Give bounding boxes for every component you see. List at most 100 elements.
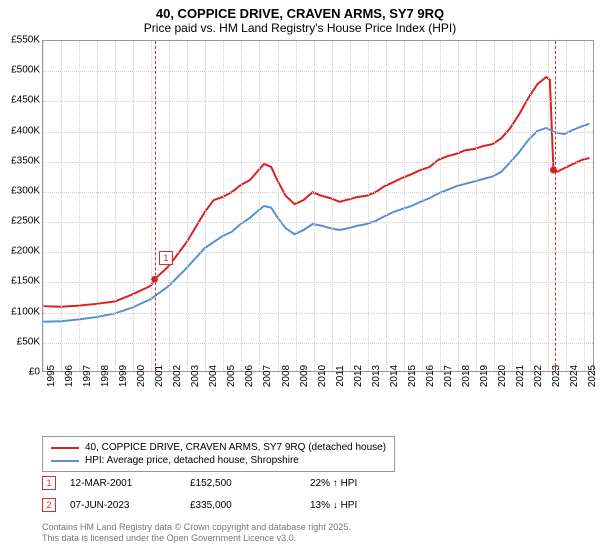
gridline-v bbox=[43, 41, 44, 371]
gridline-v bbox=[169, 41, 170, 371]
x-axis-label: 2002 bbox=[172, 365, 183, 387]
x-axis-label: 2009 bbox=[299, 365, 310, 387]
gridline-v bbox=[350, 41, 351, 371]
legend-swatch-property bbox=[51, 447, 79, 449]
gridline-h bbox=[43, 71, 593, 72]
gridline-v bbox=[458, 41, 459, 371]
legend-swatch-hpi bbox=[51, 460, 79, 462]
line-series-svg bbox=[43, 41, 593, 371]
sale-row-price: £335,000 bbox=[190, 500, 310, 511]
sale-row-hpi: 13% ↓ HPI bbox=[310, 500, 430, 511]
gridline-v bbox=[422, 41, 423, 371]
x-axis-label: 1995 bbox=[46, 365, 57, 387]
gridline-h bbox=[43, 101, 593, 102]
y-axis-label: £550K bbox=[0, 35, 40, 46]
y-axis-label: £50K bbox=[0, 336, 40, 347]
y-axis-label: £400K bbox=[0, 125, 40, 136]
x-axis-label: 2011 bbox=[335, 365, 346, 387]
gridline-v bbox=[440, 41, 441, 371]
y-axis-label: £200K bbox=[0, 246, 40, 257]
x-axis-label: 2019 bbox=[479, 365, 490, 387]
gridline-v bbox=[115, 41, 116, 371]
gridline-v bbox=[404, 41, 405, 371]
x-axis-label: 2018 bbox=[461, 365, 472, 387]
chart-area: 12 £0£50K£100K£150K£200K£250K£300K£350K£… bbox=[0, 40, 600, 398]
x-axis-label: 2003 bbox=[190, 365, 201, 387]
sale-marker-line bbox=[155, 41, 156, 371]
x-axis-label: 2020 bbox=[497, 365, 508, 387]
x-axis-label: 2007 bbox=[262, 365, 273, 387]
x-axis-label: 2008 bbox=[281, 365, 292, 387]
x-axis-label: 2005 bbox=[226, 365, 237, 387]
gridline-v bbox=[79, 41, 80, 371]
sale-marker-box: 1 bbox=[159, 251, 173, 265]
legend-label-hpi: HPI: Average price, detached house, Shro… bbox=[85, 455, 299, 466]
sale-row: 2 07-JUN-2023£335,00013% ↓ HPI bbox=[42, 494, 588, 516]
x-axis-label: 2024 bbox=[569, 365, 580, 387]
gridline-v bbox=[205, 41, 206, 371]
gridline-v bbox=[584, 41, 585, 371]
footnote-line2: This data is licensed under the Open Gov… bbox=[42, 533, 588, 544]
gridline-v bbox=[97, 41, 98, 371]
sale-row: 112-MAR-2001£152,50022% ↑ HPI bbox=[42, 472, 588, 494]
gridline-h bbox=[43, 282, 593, 283]
x-axis-label: 1997 bbox=[82, 365, 93, 387]
gridline-v bbox=[61, 41, 62, 371]
x-axis-label: 2001 bbox=[154, 365, 165, 387]
plot-area: 12 bbox=[42, 40, 594, 372]
y-axis-label: £150K bbox=[0, 276, 40, 287]
sale-row-marker: 2 bbox=[42, 498, 56, 512]
x-axis-label: 2014 bbox=[389, 365, 400, 387]
gridline-v bbox=[259, 41, 260, 371]
gridline-v bbox=[332, 41, 333, 371]
y-axis-label: £500K bbox=[0, 65, 40, 76]
gridline-v bbox=[151, 41, 152, 371]
gridline-h bbox=[43, 313, 593, 314]
y-axis-label: £100K bbox=[0, 306, 40, 317]
legend-block: 40, COPPICE DRIVE, CRAVEN ARMS, SY7 9RQ … bbox=[42, 436, 588, 545]
gridline-v bbox=[223, 41, 224, 371]
gridline-v bbox=[296, 41, 297, 371]
y-axis-label: £450K bbox=[0, 95, 40, 106]
sale-row-hpi: 22% ↑ HPI bbox=[310, 478, 430, 489]
sale-marker-line bbox=[555, 41, 556, 371]
x-axis-label: 2013 bbox=[371, 365, 382, 387]
sale-row-price: £152,500 bbox=[190, 478, 310, 489]
gridline-v bbox=[368, 41, 369, 371]
gridline-v bbox=[133, 41, 134, 371]
gridline-v bbox=[548, 41, 549, 371]
gridline-v bbox=[241, 41, 242, 371]
x-axis-label: 2017 bbox=[443, 365, 454, 387]
gridline-h bbox=[43, 132, 593, 133]
x-axis-label: 2016 bbox=[425, 365, 436, 387]
x-axis-label: 2006 bbox=[244, 365, 255, 387]
gridline-h bbox=[43, 252, 593, 253]
gridline-v bbox=[386, 41, 387, 371]
y-axis-label: £250K bbox=[0, 216, 40, 227]
legend-box: 40, COPPICE DRIVE, CRAVEN ARMS, SY7 9RQ … bbox=[42, 436, 395, 472]
gridline-v bbox=[494, 41, 495, 371]
gridline-h bbox=[43, 162, 593, 163]
x-axis-label: 2012 bbox=[353, 365, 364, 387]
gridline-h bbox=[43, 192, 593, 193]
gridline-h bbox=[43, 343, 593, 344]
x-axis-label: 2015 bbox=[407, 365, 418, 387]
x-axis-label: 2022 bbox=[533, 365, 544, 387]
x-axis-label: 1998 bbox=[100, 365, 111, 387]
gridline-v bbox=[476, 41, 477, 371]
gridline-v bbox=[278, 41, 279, 371]
chart-title-block: 40, COPPICE DRIVE, CRAVEN ARMS, SY7 9RQ … bbox=[0, 0, 600, 37]
gridline-v bbox=[314, 41, 315, 371]
sale-row-date: 07-JUN-2023 bbox=[70, 500, 190, 511]
gridline-h bbox=[43, 222, 593, 223]
gridline-v bbox=[512, 41, 513, 371]
x-axis-label: 2023 bbox=[551, 365, 562, 387]
x-axis-label: 2010 bbox=[317, 365, 328, 387]
legend-label-property: 40, COPPICE DRIVE, CRAVEN ARMS, SY7 9RQ … bbox=[85, 442, 386, 453]
sale-row-marker: 1 bbox=[42, 476, 56, 490]
x-axis-label: 2025 bbox=[587, 365, 598, 387]
x-axis-label: 2021 bbox=[515, 365, 526, 387]
y-axis-label: £300K bbox=[0, 185, 40, 196]
footnote: Contains HM Land Registry data © Crown c… bbox=[42, 516, 588, 545]
y-axis-label: £0 bbox=[0, 367, 40, 378]
